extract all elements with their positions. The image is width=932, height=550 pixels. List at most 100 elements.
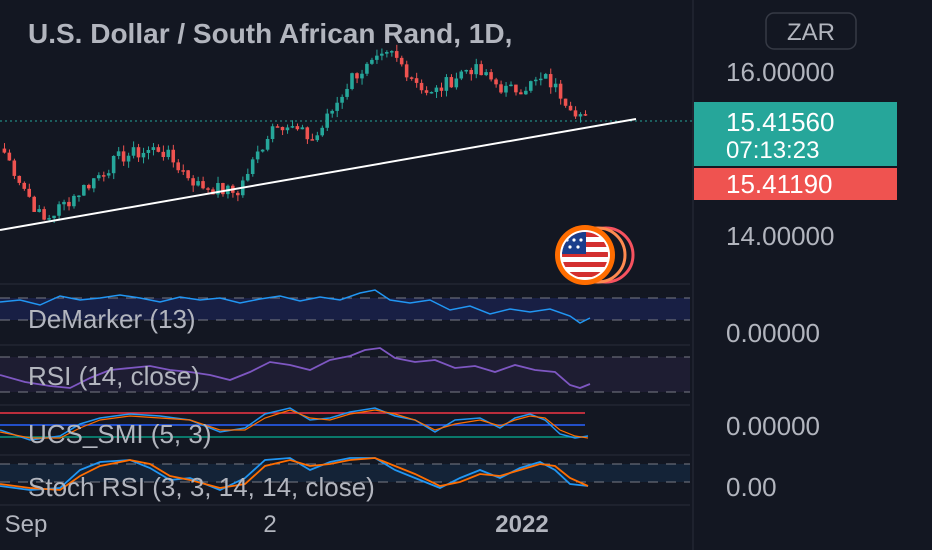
- candle-body: [96, 175, 101, 179]
- ask-price-badge: [694, 102, 897, 166]
- candle-body: [171, 149, 176, 163]
- candle-body: [519, 92, 523, 95]
- time-axis[interactable]: [0, 506, 690, 550]
- candle-body: [121, 151, 126, 162]
- candle-body: [7, 152, 12, 161]
- candle-body: [454, 78, 459, 88]
- candle-body: [27, 188, 31, 197]
- candle-body: [404, 64, 409, 78]
- us-flag-icon[interactable]: [555, 225, 635, 285]
- candle-body: [57, 204, 61, 216]
- candle-body: [305, 127, 310, 140]
- candle-body: [72, 195, 76, 207]
- candle-body: [583, 114, 588, 116]
- candle-body: [325, 113, 329, 128]
- candle-body: [270, 126, 275, 139]
- candle-body: [111, 155, 116, 174]
- candle-body: [32, 196, 36, 212]
- candle-body: [151, 147, 156, 150]
- smi-line-b: [0, 409, 589, 439]
- candle-body: [394, 51, 399, 58]
- candle-body: [533, 79, 538, 82]
- stoch-label: Stoch RSI (3, 3, 14, 14, close): [28, 472, 375, 502]
- candle-body: [409, 77, 414, 79]
- candle-body: [37, 209, 41, 212]
- candle-body: [355, 73, 359, 79]
- candle-body: [474, 64, 478, 75]
- candle-body: [221, 183, 225, 195]
- demarker-label: DeMarker (13): [28, 304, 196, 334]
- candle-body: [310, 139, 315, 141]
- candle-body: [47, 218, 51, 220]
- candle-body: [514, 84, 518, 93]
- candle-body: [52, 215, 56, 219]
- candle-body: [543, 74, 548, 79]
- candle-body: [82, 184, 86, 196]
- candle-body: [280, 126, 285, 131]
- candle-body: [563, 98, 568, 106]
- candle-body: [116, 151, 121, 156]
- candle-body: [499, 84, 503, 93]
- candle-body: [370, 59, 374, 64]
- time-label-sep: Sep: [5, 511, 48, 538]
- candle-body: [464, 69, 469, 72]
- candle-body: [201, 181, 205, 189]
- currency-button-bg[interactable]: [765, 12, 857, 50]
- candle-body: [524, 90, 528, 95]
- candle-body: [424, 90, 429, 93]
- candle-body: [340, 96, 344, 103]
- candle-body: [176, 162, 180, 171]
- time-label-2: 2: [263, 511, 276, 538]
- candle-body: [260, 149, 265, 152]
- candle-body: [558, 83, 563, 99]
- candle-body: [553, 83, 558, 88]
- stoch-scale: 0.00: [726, 472, 777, 502]
- candle-body: [375, 55, 379, 60]
- candle-body: [444, 77, 449, 91]
- candle-body: [459, 71, 464, 79]
- candle-body: [206, 188, 210, 190]
- candle-body: [494, 79, 498, 85]
- candle-body: [87, 184, 91, 189]
- trendline[interactable]: [0, 118, 637, 231]
- candle-body: [101, 175, 106, 177]
- time-label-2022: 2022: [495, 511, 548, 538]
- stoch-d-line: [0, 457, 589, 491]
- candle-body: [414, 78, 419, 83]
- candle-body: [285, 127, 290, 131]
- candle-body: [275, 126, 280, 128]
- price-label-16: 16.00000: [726, 57, 834, 87]
- candle-body: [161, 151, 166, 158]
- candle-body: [380, 53, 384, 56]
- smi-line-a: [0, 407, 589, 441]
- candle-body: [77, 195, 81, 198]
- candle-body: [439, 87, 444, 91]
- countdown: 07:13:23: [726, 137, 819, 164]
- currency-button[interactable]: ZAR: [787, 19, 835, 46]
- candle-body: [146, 149, 151, 153]
- candle-body: [320, 127, 324, 136]
- candle-body: [245, 174, 250, 181]
- bid-price: 15.41190: [726, 169, 833, 199]
- candle-body: [365, 63, 369, 74]
- candle-body: [330, 110, 334, 114]
- candle-body: [236, 192, 240, 196]
- candle-body: [265, 138, 270, 150]
- candle-body: [290, 126, 295, 128]
- candle-body: [335, 102, 339, 111]
- demarker-scale: 0.00000: [726, 318, 820, 348]
- smi-scale: 0.00000: [726, 411, 820, 441]
- candle-body: [166, 149, 171, 158]
- candle-body: [469, 69, 473, 75]
- candle-body: [131, 147, 136, 156]
- candle-body: [578, 114, 583, 117]
- candle-body: [300, 127, 305, 130]
- candle-body: [91, 178, 96, 189]
- candle-body: [42, 209, 46, 220]
- candle-body: [429, 91, 434, 94]
- demarker-band: [0, 298, 690, 320]
- candle-body: [479, 64, 483, 76]
- candle-body: [489, 72, 493, 80]
- candle-body: [22, 182, 27, 189]
